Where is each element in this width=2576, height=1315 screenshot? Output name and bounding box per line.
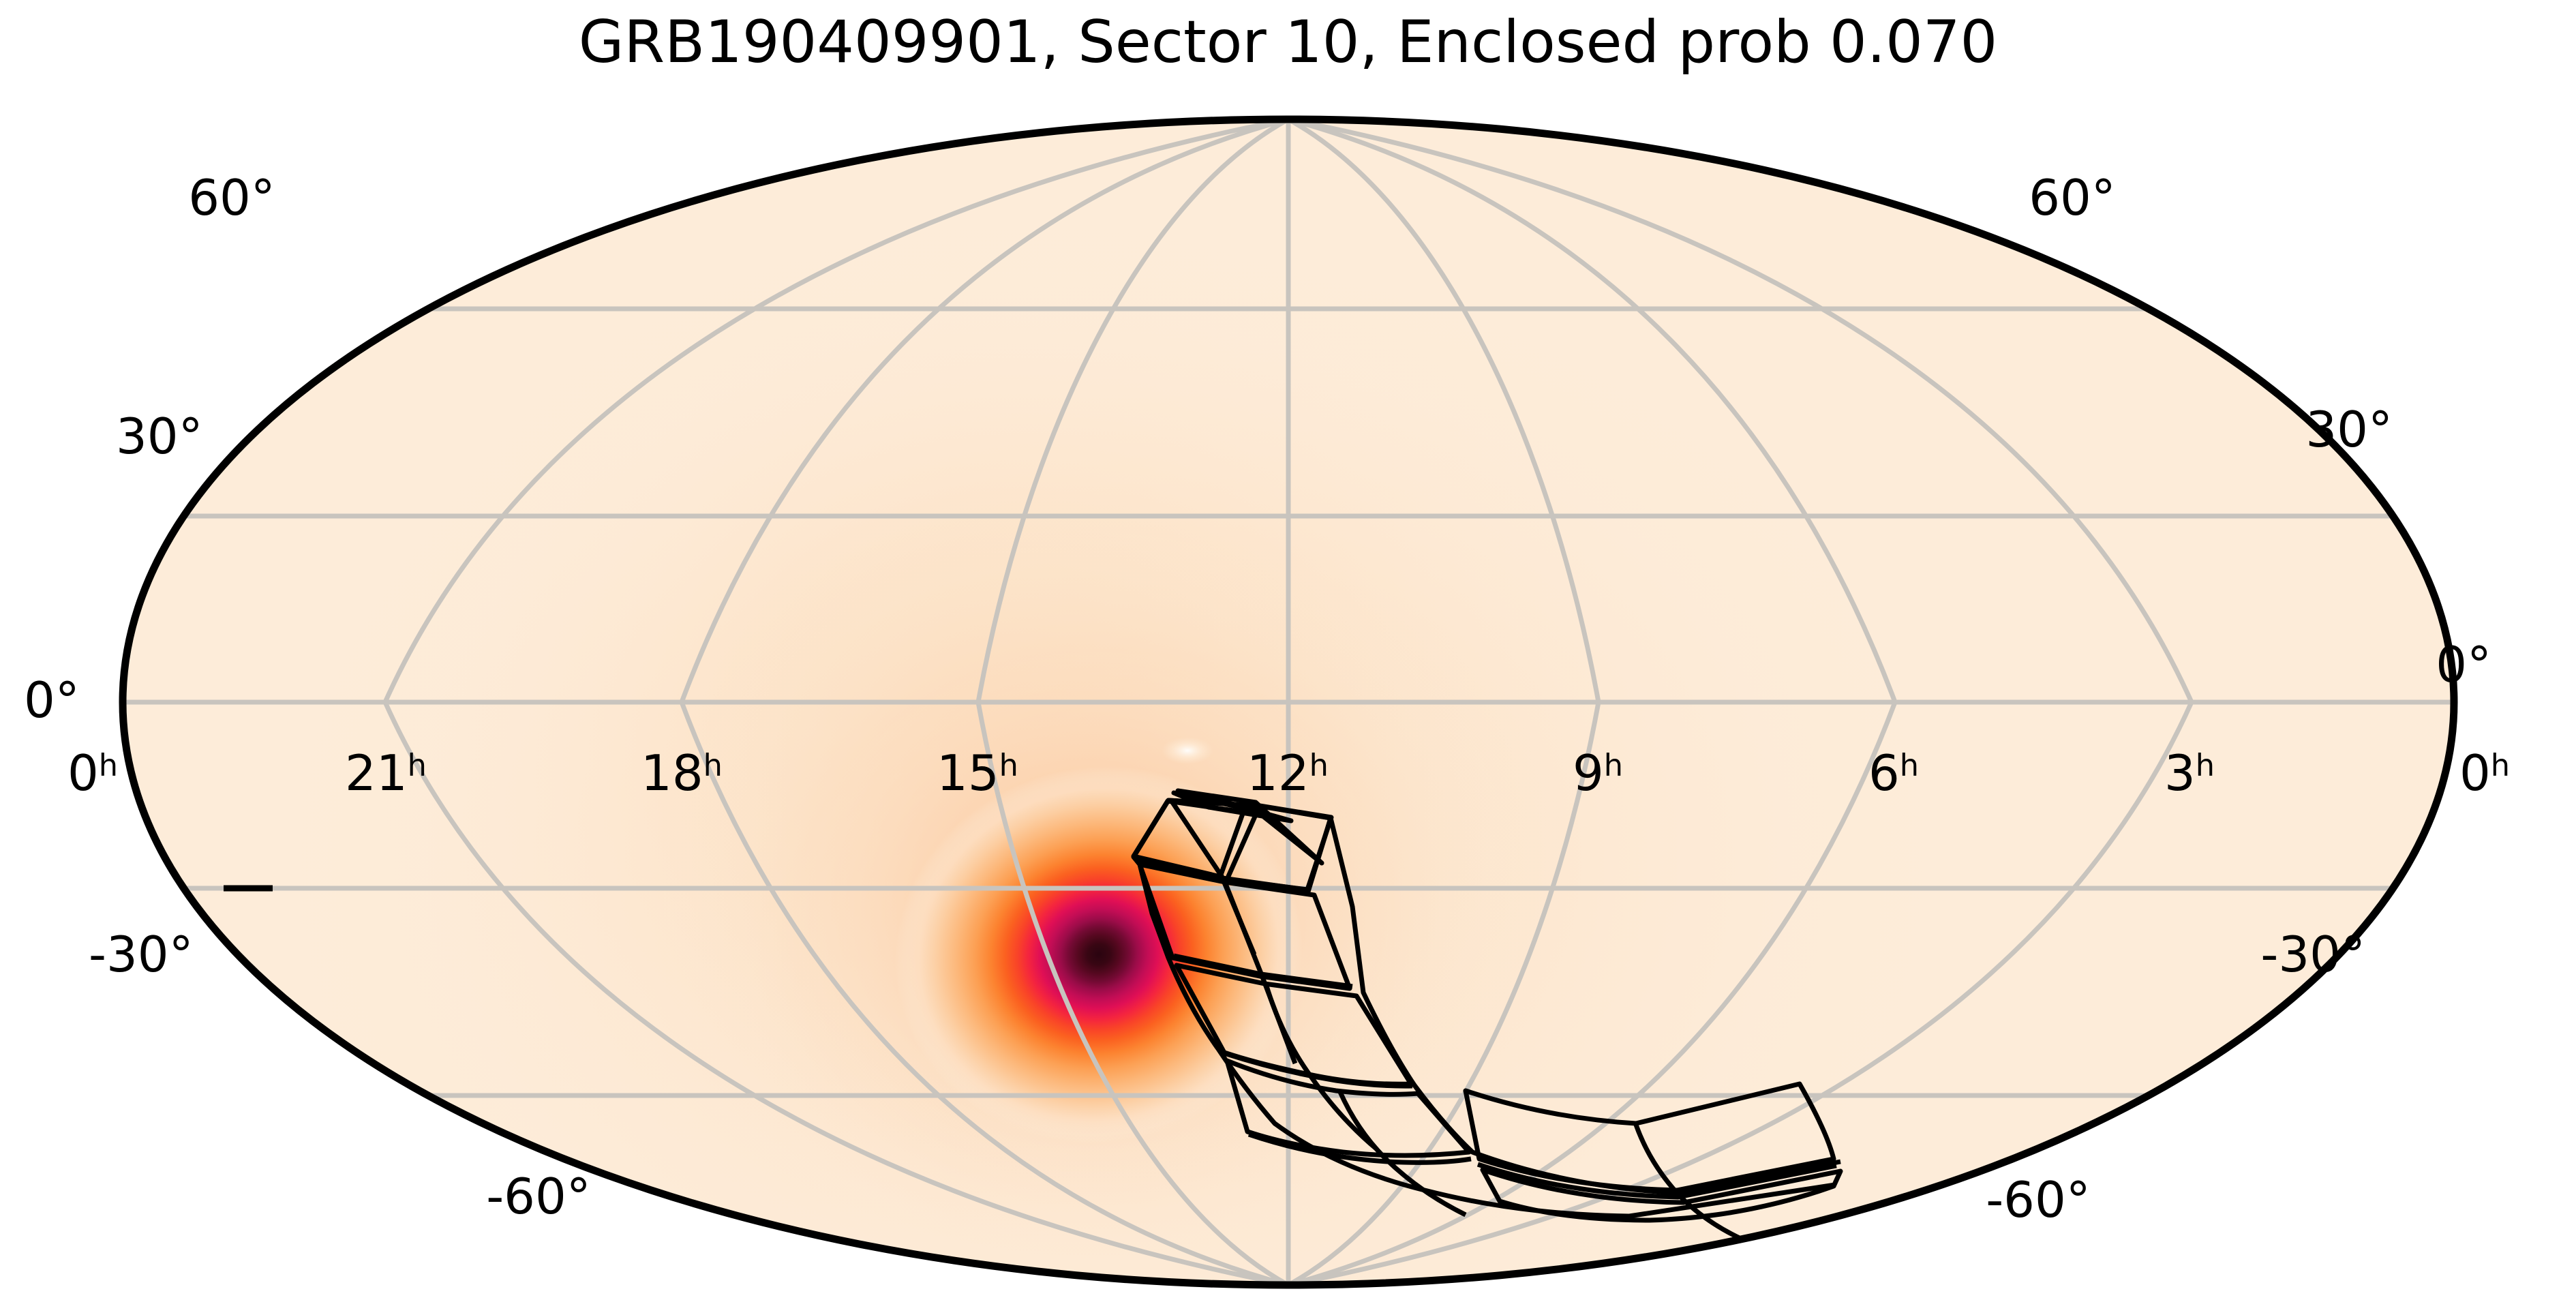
dec-label-right-0: 0° [2436,636,2491,693]
dec-label-right-minus60: -60° [1986,1171,2091,1228]
dec-label-right-30: 30° [2305,401,2393,458]
ra-label-12h: 12h [1247,744,1329,802]
dec-label-right-minus30: -30° [2260,926,2365,983]
dec-label-right-60: 60° [2029,169,2116,226]
dec-label-left-0: 0° [24,671,80,729]
faint-healpix-cell [1162,737,1213,764]
figure-title: GRB190409901, Sector 10, Enclosed prob 0… [578,8,1998,76]
footprint-outer-edge [1168,798,1841,1196]
ra-label-9h: 9h [1572,744,1624,802]
graticule-meridians [382,119,2194,1285]
footprint-camera-3 [1174,963,1414,1151]
meridian-18h [679,119,1289,1285]
ccd-5-div-h [1476,1162,1837,1200]
ra-label-6h: 6h [1868,744,1920,802]
dec-label-left-30: 30° [116,408,203,465]
ra-label-18h: 18h [641,744,723,802]
dec-label-left-60: 60° [188,169,275,226]
ra-label-15h: 15h [937,744,1018,802]
footprint-inner-edge [1132,855,1836,1219]
tess-footprint [1131,788,1843,1242]
ra-label-3h: 3h [2164,744,2215,802]
ccd-3-div-v [1263,982,1379,1151]
meridian-21h [382,119,1289,1285]
meridian-9h [1287,119,1601,1285]
ccd-4-div-h [1247,1132,1472,1165]
ra-label-0h: 0h [67,744,119,802]
meridian-6h [1288,119,1898,1285]
meridian-3h [1288,119,2194,1285]
dec-label-left-minus60: -60° [486,1168,591,1225]
ra-label-0h-right: 0h [2459,744,2511,802]
ccd-4-div-v [1337,1091,1467,1218]
projection-boundary [119,115,2458,1289]
probability-peak-blob [895,766,1303,1143]
dec-label-left-minus30: -30° [89,926,194,983]
meridian-15h [975,119,1290,1285]
ra-label-21h: 21h [345,744,427,802]
ccd-3-div-h [1223,1051,1413,1089]
